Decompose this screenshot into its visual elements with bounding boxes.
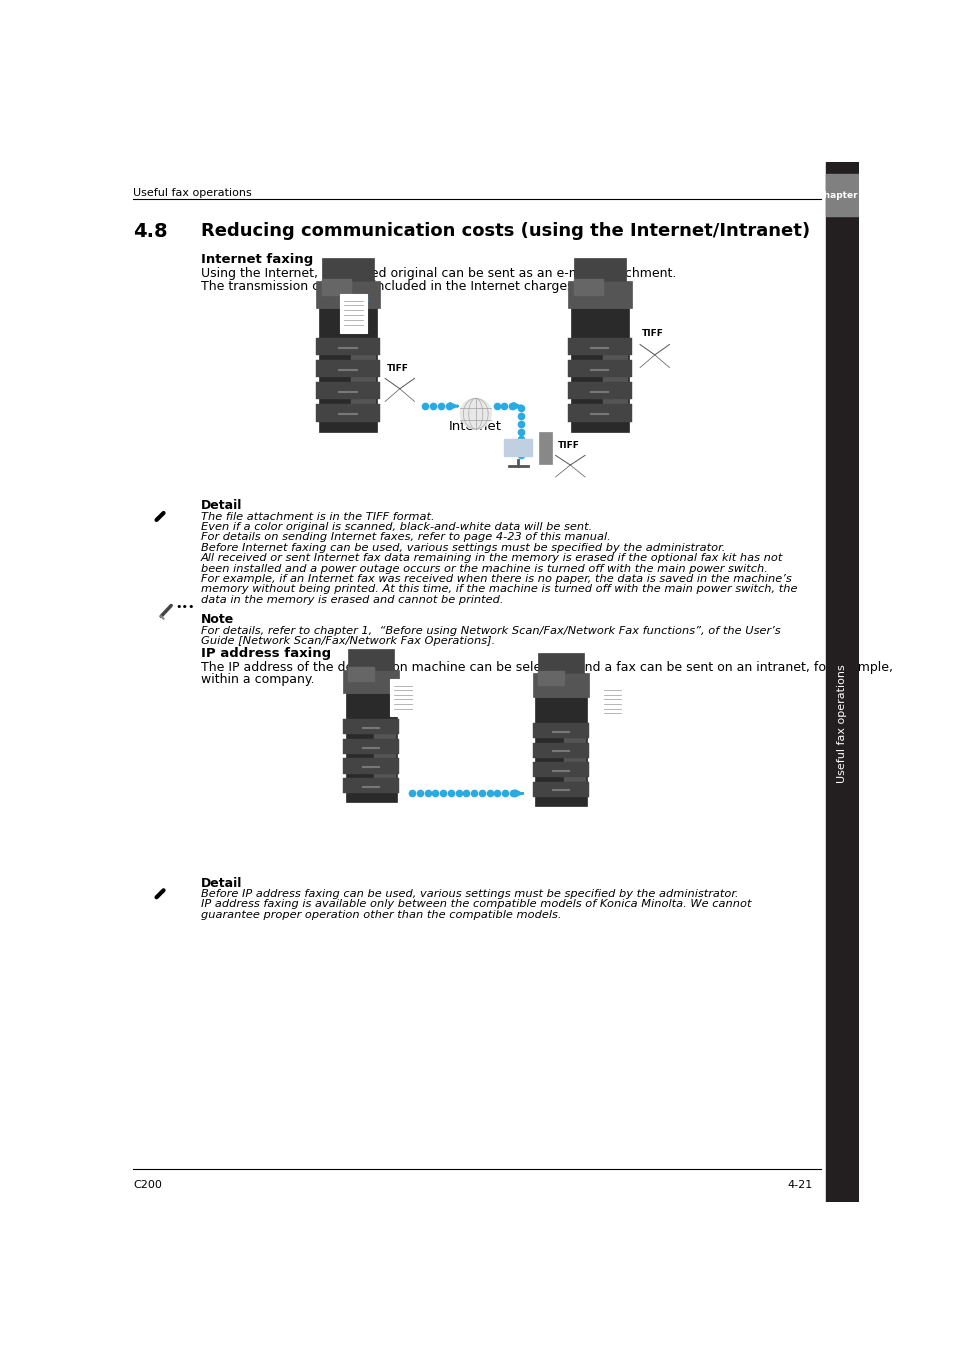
Circle shape	[159, 497, 179, 517]
Text: TIFF: TIFF	[641, 329, 663, 339]
Text: Internet faxing: Internet faxing	[200, 252, 313, 266]
Text: 4.8: 4.8	[133, 221, 168, 242]
Text: been installed and a power outage occurs or the machine is turned off with the m: been installed and a power outage occurs…	[200, 563, 767, 574]
Text: Detail: Detail	[200, 876, 242, 890]
Bar	[573, 258, 625, 281]
Bar	[390, 679, 416, 717]
Text: guarantee proper operation other than the compatible models.: guarantee proper operation other than th…	[200, 910, 560, 919]
Text: Before Internet faxing can be used, various settings must be specified by the ad: Before Internet faxing can be used, vari…	[200, 543, 724, 552]
Bar	[321, 258, 374, 281]
Text: The transmission costs are included in the Internet charges.: The transmission costs are included in t…	[200, 279, 577, 293]
Circle shape	[159, 875, 179, 894]
Text: The IP address of the destination machine can be selected, and a fax can be sent: The IP address of the destination machin…	[200, 662, 892, 674]
Bar	[501, 435, 534, 460]
Text: C200: C200	[133, 1180, 162, 1189]
Text: IP address faxing is available only between the compatible models of Konica Mino: IP address faxing is available only betw…	[200, 899, 750, 910]
Text: The file attachment is in the TIFF format.: The file attachment is in the TIFF forma…	[200, 512, 434, 521]
Text: memory without being printed. At this time, if the machine is turned off with th: memory without being printed. At this ti…	[200, 585, 797, 594]
Bar	[570, 308, 628, 432]
Text: Useful fax operations: Useful fax operations	[133, 188, 252, 198]
Bar	[343, 759, 399, 774]
Text: TIFF: TIFF	[387, 364, 409, 373]
Text: Guide [Network Scan/Fax/Network Fax Operations].: Guide [Network Scan/Fax/Network Fax Oper…	[200, 636, 495, 647]
Bar	[537, 653, 583, 674]
Bar	[537, 432, 552, 464]
Bar	[340, 294, 367, 333]
Bar	[321, 278, 351, 294]
Circle shape	[459, 398, 491, 429]
Bar	[537, 671, 563, 686]
Text: Internet: Internet	[449, 420, 501, 433]
Bar	[533, 674, 589, 697]
Bar	[599, 684, 624, 721]
Bar	[567, 338, 631, 355]
Text: within a company.: within a company.	[200, 674, 314, 686]
Bar	[318, 308, 376, 432]
Bar	[639, 325, 666, 342]
Text: Note: Note	[200, 613, 233, 626]
Text: Detail: Detail	[200, 500, 242, 512]
Bar	[385, 360, 411, 377]
Bar	[351, 346, 375, 420]
Text: Using the Internet, a scanned original can be sent as an e-mail attachment.: Using the Internet, a scanned original c…	[200, 267, 676, 279]
Bar	[533, 743, 589, 757]
Text: For details, refer to chapter 1,  “Before using Network Scan/Fax/Network Fax fun: For details, refer to chapter 1, “Before…	[200, 625, 780, 636]
Bar	[567, 382, 631, 400]
Bar	[825, 162, 858, 1202]
Bar	[374, 726, 395, 791]
Bar	[639, 344, 669, 367]
Bar	[533, 782, 589, 796]
Bar	[343, 738, 399, 755]
Bar	[348, 649, 394, 670]
Bar	[343, 670, 399, 694]
Text: For example, if an Internet fax was received when there is no paper, the data is: For example, if an Internet fax was rece…	[200, 574, 791, 585]
Text: Reducing communication costs (using the Internet/Intranet): Reducing communication costs (using the …	[200, 221, 809, 240]
Text: Useful fax operations: Useful fax operations	[837, 664, 846, 783]
Text: Even if a color original is scanned, black-and-white data will be sent.: Even if a color original is scanned, bla…	[200, 522, 591, 532]
Bar	[602, 346, 626, 420]
Bar	[504, 439, 532, 456]
Bar	[385, 378, 415, 401]
Text: Chapter 4: Chapter 4	[817, 190, 866, 200]
Bar	[533, 724, 589, 738]
Bar	[348, 667, 374, 682]
Text: All received or sent Internet fax data remaining in the memory is erased if the : All received or sent Internet fax data r…	[200, 554, 782, 563]
Bar	[345, 694, 396, 802]
Bar	[555, 455, 584, 477]
Bar	[533, 763, 589, 778]
Bar	[315, 382, 379, 400]
Bar	[315, 338, 379, 355]
Text: For details on sending Internet faxes, refer to page 4-23 of this manual.: For details on sending Internet faxes, r…	[200, 532, 610, 543]
Text: •••: •••	[174, 602, 194, 613]
Bar	[567, 360, 631, 377]
Bar	[567, 405, 631, 421]
Bar	[535, 697, 586, 806]
Text: 4-21: 4-21	[787, 1180, 812, 1189]
Bar	[567, 281, 631, 308]
Bar	[573, 278, 602, 294]
Text: TIFF: TIFF	[558, 441, 579, 450]
Bar	[563, 729, 584, 795]
Bar	[343, 778, 399, 792]
Bar	[315, 360, 379, 377]
Bar	[315, 405, 379, 421]
Bar	[315, 281, 379, 308]
Text: IP address faxing: IP address faxing	[200, 647, 331, 660]
Text: data in the memory is erased and cannot be printed.: data in the memory is erased and cannot …	[200, 595, 502, 605]
Bar	[825, 174, 858, 216]
Text: Before IP address faxing can be used, various settings must be specified by the : Before IP address faxing can be used, va…	[200, 888, 738, 899]
Bar	[555, 437, 581, 454]
Bar	[343, 720, 399, 734]
